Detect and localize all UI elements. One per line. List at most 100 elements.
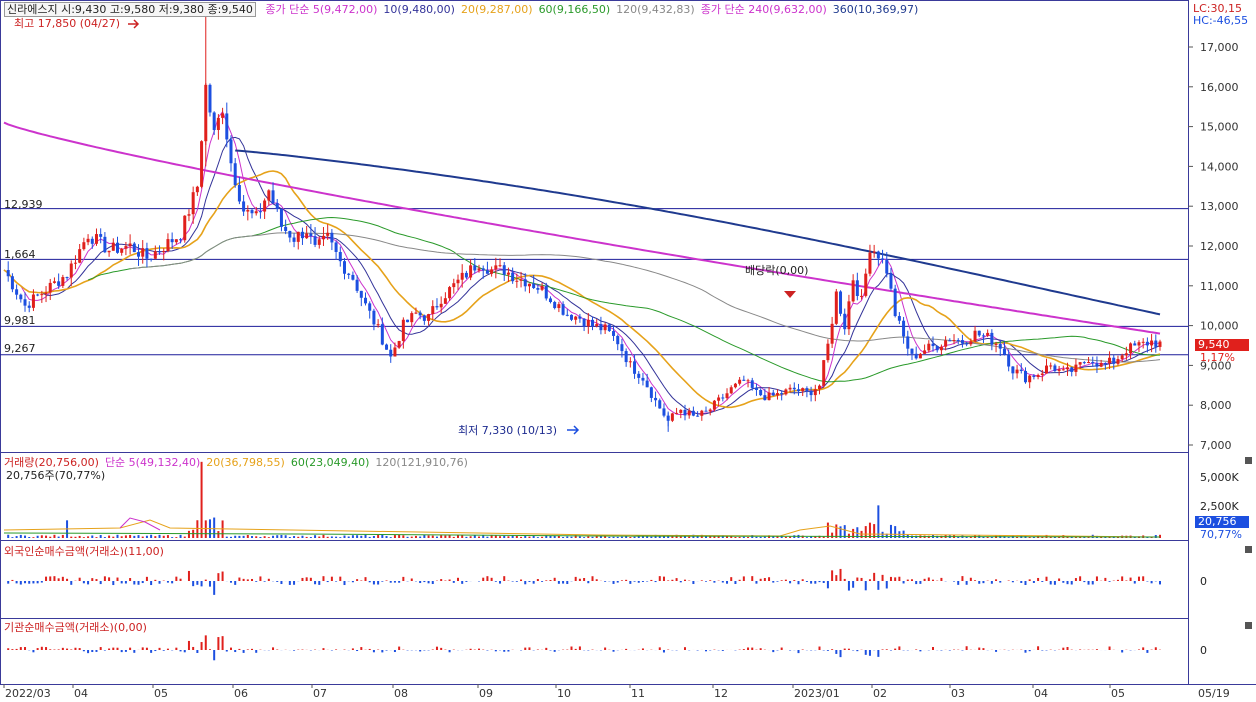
foreign-net-buy-bar bbox=[356, 579, 359, 581]
volume-legend-item[interactable]: 120(121,910,76) bbox=[375, 456, 468, 469]
volume-bar bbox=[957, 536, 960, 538]
candle-body bbox=[435, 306, 439, 308]
candle-body bbox=[1116, 359, 1120, 364]
ma-legend-item[interactable]: 종가 단순 240(9,632,00) bbox=[700, 3, 827, 16]
ma5-line bbox=[3, 110, 1161, 415]
candle-body bbox=[624, 351, 628, 363]
volume-legend-items: 거래량(20,756,00) 단순 5(49,132,40) 20(36,798,5… bbox=[4, 456, 474, 469]
volume-ma60-line bbox=[3, 532, 1161, 538]
foreign-net-buy-bar bbox=[503, 576, 506, 581]
institution-net-buy-bar bbox=[570, 646, 573, 650]
volume-bar bbox=[553, 535, 556, 538]
foreign-net-buy-bar bbox=[818, 581, 821, 583]
candle-body bbox=[1112, 357, 1116, 364]
foreign-net-buy-bar bbox=[314, 581, 317, 585]
ma-legend-item[interactable]: 60(9,166,50) bbox=[538, 3, 611, 16]
foreign-net-buy-bar bbox=[978, 581, 981, 584]
candle-body bbox=[137, 252, 141, 257]
foreign-net-buy-bar bbox=[87, 581, 90, 585]
volume-legend-item[interactable]: 20(36,798,55) bbox=[206, 456, 285, 469]
ma-legend-item[interactable]: 360(10,369,97) bbox=[832, 3, 919, 16]
volume-legend-item[interactable]: 60(23,049,40) bbox=[290, 456, 370, 469]
stock-info-box[interactable]: 신라에스지 시:9,430 고:9,580 저:9,380 종:9,540 bbox=[4, 2, 256, 17]
foreign-net-buy-bar bbox=[187, 570, 190, 581]
foreign-net-buy-bar bbox=[658, 576, 661, 581]
institution-net-buy-bar bbox=[141, 647, 144, 650]
volume-bar bbox=[377, 534, 380, 538]
volume-legend: 거래량(20,756,00) 단순 5(49,132,40) 20(36,798,5… bbox=[4, 456, 480, 469]
volume-bar bbox=[885, 533, 888, 538]
foreign-net-buy-bar bbox=[1104, 577, 1107, 581]
volume-bar bbox=[187, 530, 190, 538]
ma-legend-item[interactable]: 종가 단순 5(9,472,00) bbox=[265, 3, 378, 16]
candle-body bbox=[1066, 367, 1070, 370]
candle-body bbox=[300, 231, 304, 239]
volume-legend-item[interactable]: 거래량(20,756,00) bbox=[4, 456, 99, 469]
candle-body bbox=[939, 346, 943, 351]
volume-bar bbox=[612, 536, 615, 538]
foreign-net-buy-bar bbox=[620, 580, 623, 581]
time-tick-label: 09 bbox=[479, 687, 493, 700]
foreign-net-buy-bar bbox=[1116, 579, 1119, 581]
candle-body bbox=[906, 336, 910, 349]
candle-body bbox=[284, 226, 288, 231]
foreign-net-buy-bar bbox=[667, 580, 670, 581]
candle-body bbox=[174, 239, 178, 243]
volume-bar bbox=[183, 536, 186, 538]
time-tick-label: 08 bbox=[394, 687, 408, 700]
foreign-net-buy-bar bbox=[7, 581, 10, 584]
volume-bar bbox=[145, 535, 148, 538]
institution-net-buy-bar bbox=[578, 646, 581, 650]
foreign-net-buy-bar bbox=[683, 579, 686, 581]
candle-body bbox=[166, 239, 170, 251]
candle-body bbox=[923, 350, 927, 354]
candle-body bbox=[40, 294, 44, 296]
candle-body bbox=[1078, 362, 1082, 365]
ma-legend-item[interactable]: 20(9,287,00) bbox=[460, 3, 533, 16]
volume-bar bbox=[1146, 536, 1149, 538]
foreign-net-buy-bar bbox=[456, 577, 459, 581]
volume-bar bbox=[440, 535, 443, 538]
volume-panel-close-icon[interactable] bbox=[1245, 457, 1252, 464]
institution-net-buy-bar bbox=[40, 646, 43, 650]
volume-bar bbox=[545, 535, 548, 538]
volume-bar bbox=[759, 536, 762, 538]
foreign-net-buy-bar bbox=[267, 578, 270, 581]
foreign-net-buy-bar bbox=[835, 575, 838, 581]
ma-legend-item[interactable]: 120(9,432,83) bbox=[616, 3, 695, 16]
foreign-net-buy-bar bbox=[246, 579, 249, 581]
foreign-net-buy-bar bbox=[957, 581, 960, 585]
institution-net-buy-bar bbox=[759, 648, 762, 650]
foreign-net-buy-bar bbox=[32, 581, 35, 584]
volume-legend-item[interactable]: 단순 5(49,132,40) bbox=[104, 456, 201, 469]
foreign-net-buy-bar bbox=[990, 581, 993, 584]
candle-body bbox=[368, 303, 372, 311]
volume-ma20-line bbox=[3, 519, 1161, 538]
candle-body bbox=[233, 163, 237, 186]
candle-body bbox=[586, 319, 590, 327]
time-tick-label: 2023/01 bbox=[794, 687, 840, 700]
foreign-net-buy-bar bbox=[1032, 581, 1035, 583]
foreign-panel-close-icon[interactable] bbox=[1245, 546, 1252, 553]
candle-body bbox=[27, 305, 31, 308]
volume-bar bbox=[490, 534, 493, 538]
institution-net-buy-bars bbox=[7, 635, 1161, 661]
volume-bar bbox=[755, 536, 758, 538]
candle-body bbox=[1129, 343, 1133, 354]
price-tick-label: 15,000 bbox=[1200, 121, 1239, 134]
price-axis-ticks: 17,000 16,000 15,000 14,000 13,000 12,000 11,0… bbox=[1188, 41, 1239, 452]
foreign-net-buy-bar bbox=[49, 576, 52, 581]
candle-body bbox=[708, 409, 712, 412]
candle-body bbox=[326, 232, 330, 236]
candle-body bbox=[464, 272, 468, 278]
ma-legend-item[interactable]: 10(9,480,00) bbox=[383, 3, 455, 16]
volume-bar bbox=[267, 537, 270, 538]
candle-body bbox=[31, 294, 35, 308]
candle-body bbox=[124, 246, 128, 249]
institution-panel-close-icon[interactable] bbox=[1245, 622, 1252, 629]
volume-bar bbox=[326, 536, 329, 538]
volume-bar bbox=[1074, 537, 1077, 538]
candle-body bbox=[813, 389, 817, 396]
institution-net-buy-bar bbox=[150, 650, 153, 653]
